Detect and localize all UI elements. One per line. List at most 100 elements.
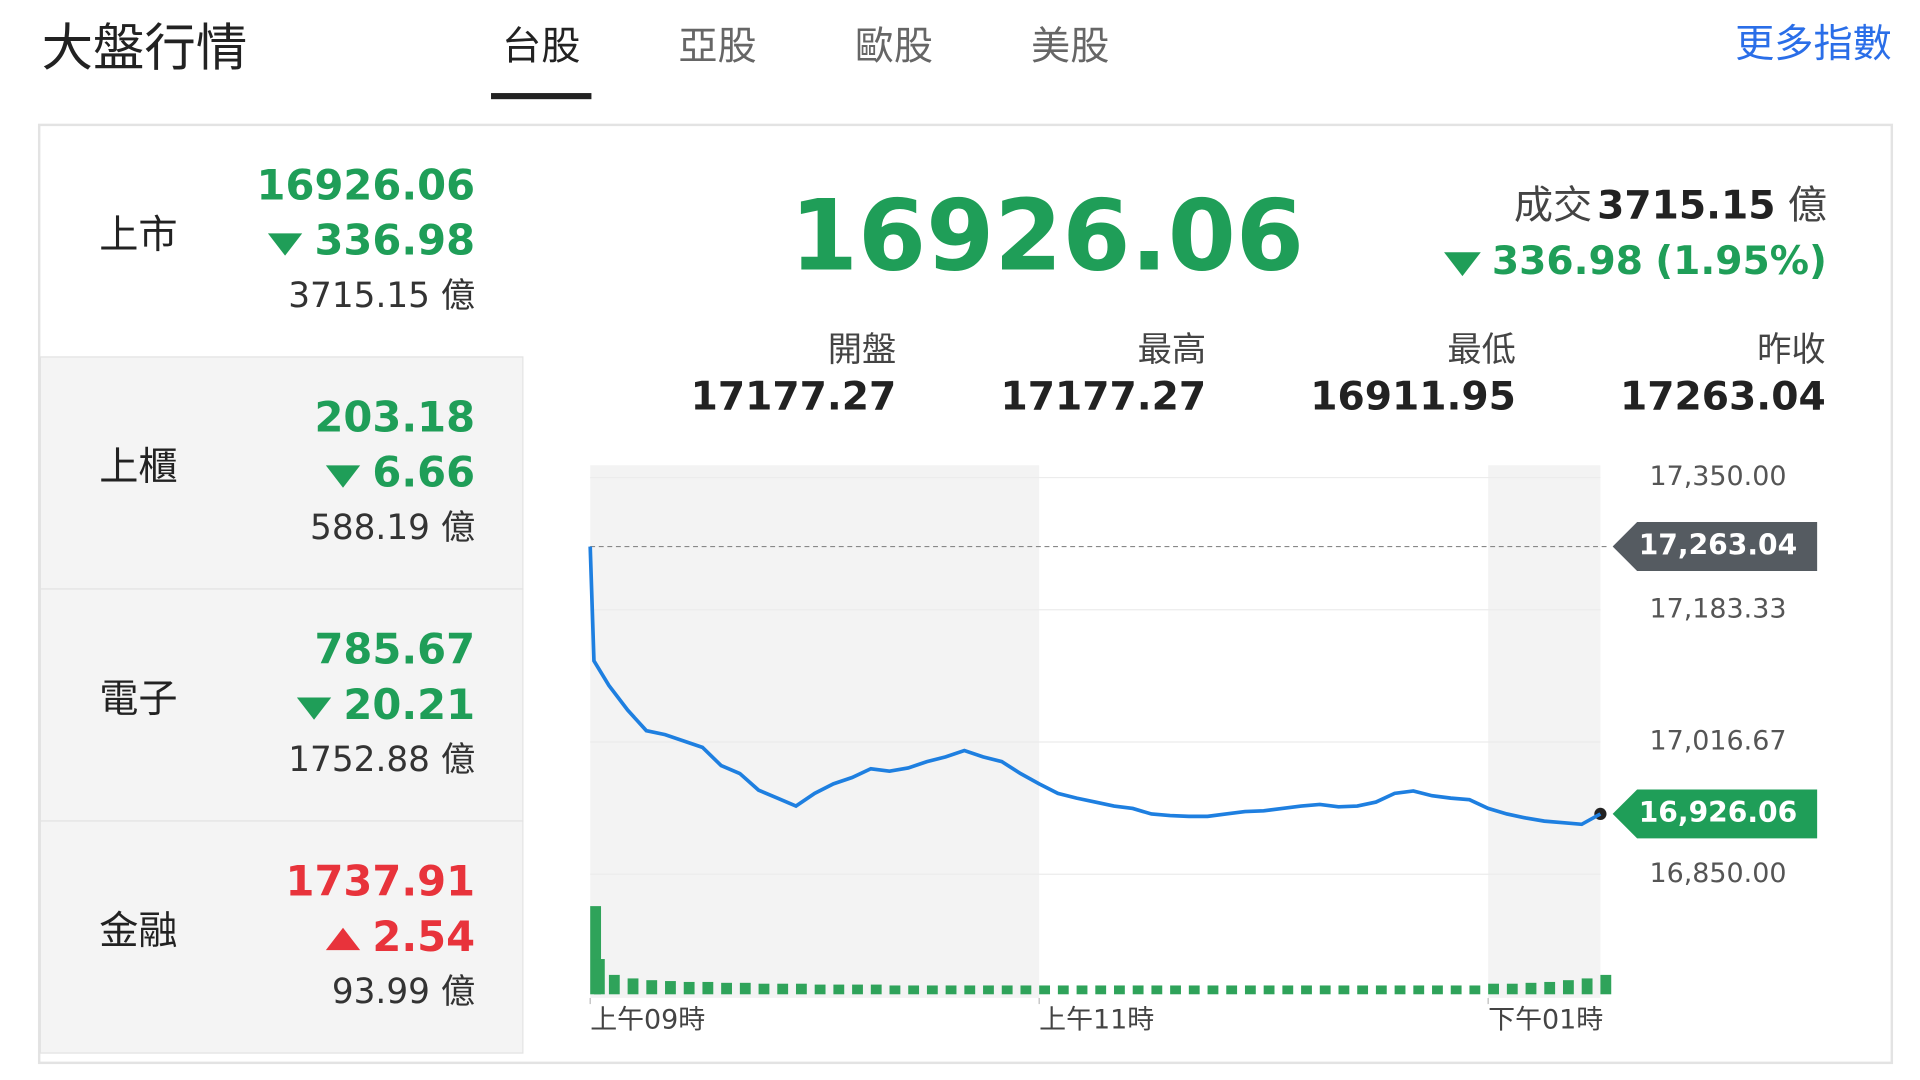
stat-value: 17177.27 — [1000, 375, 1206, 420]
stat-label: 昨收 — [1757, 330, 1826, 370]
tab[interactable]: 歐股 — [855, 24, 933, 69]
market-change: 336.98 — [314, 216, 475, 265]
volume-bar — [665, 981, 676, 995]
volume-bar — [683, 981, 695, 995]
change-arrow — [1444, 252, 1481, 277]
volume-bar — [983, 985, 994, 995]
volume-bar — [739, 982, 751, 995]
market-volume: 1752.88 億 — [288, 740, 475, 780]
volume-bar — [1469, 985, 1481, 995]
volume-bar — [721, 982, 732, 995]
volume-bar — [702, 981, 714, 995]
price-tag-label: 16,926.06 — [1639, 796, 1798, 829]
x-tick-label: 上午11時 — [1039, 1005, 1154, 1036]
volume-bar — [1413, 985, 1425, 995]
market-name: 上櫃 — [99, 445, 177, 490]
y-tick-label: 16,850.00 — [1649, 858, 1786, 889]
session-shade — [1488, 465, 1601, 998]
tab-underline — [491, 93, 592, 100]
volume-bar — [1544, 981, 1556, 995]
market-price: 203.18 — [314, 393, 475, 442]
volume-bar — [1114, 985, 1125, 995]
volume-bar — [1001, 985, 1013, 995]
volume-bar — [1357, 985, 1369, 995]
volume-bar — [964, 985, 976, 995]
turnover: 3715.15 — [1597, 184, 1775, 229]
y-tick-label: 17,350.00 — [1649, 461, 1786, 492]
market-change: 2.54 — [372, 912, 475, 961]
volume-bar — [777, 983, 789, 995]
market-row-bg — [39, 588, 524, 822]
change-arrow — [267, 233, 303, 256]
market-change: 20.21 — [343, 680, 475, 729]
volume-bar — [1375, 985, 1387, 995]
volume-bar — [1488, 983, 1499, 995]
volume-bar — [1506, 983, 1518, 995]
volume-bar — [1076, 985, 1088, 995]
change-pct: (1.95%) — [1655, 239, 1827, 284]
stat-label: 最低 — [1447, 330, 1516, 370]
market-name: 電子 — [99, 677, 177, 722]
volume-bar — [1188, 985, 1200, 995]
turnover-label: 成交 — [1514, 184, 1592, 229]
more-link[interactable]: 更多指數 — [1735, 22, 1892, 67]
market-row-bg — [39, 820, 524, 1054]
market-name: 上市 — [99, 213, 177, 258]
index-price: 16926.06 — [790, 179, 1304, 293]
y-tick-label: 17,016.67 — [1649, 726, 1786, 757]
change-arrow — [325, 927, 361, 951]
tab[interactable]: 台股 — [502, 24, 580, 69]
stat-value: 17177.27 — [691, 375, 897, 420]
volume-bar — [926, 985, 938, 995]
session-shade — [590, 465, 1040, 998]
volume-bar — [1244, 985, 1256, 995]
y-tick-label: 17,183.33 — [1649, 593, 1786, 624]
market-price: 1737.91 — [286, 857, 476, 906]
volume-bar — [833, 984, 845, 995]
volume-bar — [1226, 985, 1238, 995]
page-title: 大盤行情 — [42, 18, 248, 78]
volume-bar — [1450, 985, 1462, 995]
volume-bar — [1095, 985, 1107, 995]
volume-bar — [1319, 985, 1331, 995]
market-row-bg — [39, 356, 524, 590]
volume-bar — [1525, 982, 1537, 995]
volume-bar — [1057, 985, 1069, 995]
volume-bar — [870, 984, 882, 995]
volume-bar — [1039, 985, 1051, 995]
change: 336.98 — [1492, 239, 1643, 284]
volume-bar — [608, 974, 620, 995]
change-arrow — [325, 465, 361, 488]
volume-bar — [1581, 978, 1593, 995]
price-tag — [1612, 522, 1818, 572]
volume-bar — [1338, 985, 1350, 995]
volume-bar — [593, 959, 605, 995]
stat-value: 17263.04 — [1620, 375, 1826, 420]
volume-bar — [908, 985, 920, 995]
volume-bar — [1432, 985, 1443, 995]
market-volume: 3715.15 億 — [288, 276, 475, 316]
volume-bar — [852, 984, 863, 995]
volume-bar — [1263, 985, 1275, 995]
x-tick-label: 下午01時 — [1488, 1005, 1603, 1036]
stat-value: 16911.95 — [1310, 375, 1516, 420]
stat-label: 開盤 — [828, 330, 897, 370]
volume-bar — [1600, 974, 1612, 995]
volume-bar — [1170, 985, 1181, 995]
volume-bar — [1132, 985, 1144, 995]
volume-bar — [889, 985, 901, 995]
tab[interactable]: 亞股 — [678, 24, 756, 69]
volume-bar — [1207, 985, 1219, 995]
change-arrow — [296, 697, 332, 720]
market-name: 金融 — [99, 909, 177, 954]
market-change: 6.66 — [372, 448, 475, 497]
tab[interactable]: 美股 — [1031, 24, 1109, 69]
price-line — [588, 546, 1602, 827]
market-price: 16926.06 — [257, 161, 476, 210]
volume-bar — [1151, 985, 1163, 995]
volume-bar — [1562, 980, 1574, 995]
turnover-unit: 億 — [1788, 184, 1827, 229]
market-price: 785.67 — [314, 625, 475, 674]
stat-label: 最高 — [1138, 330, 1207, 370]
